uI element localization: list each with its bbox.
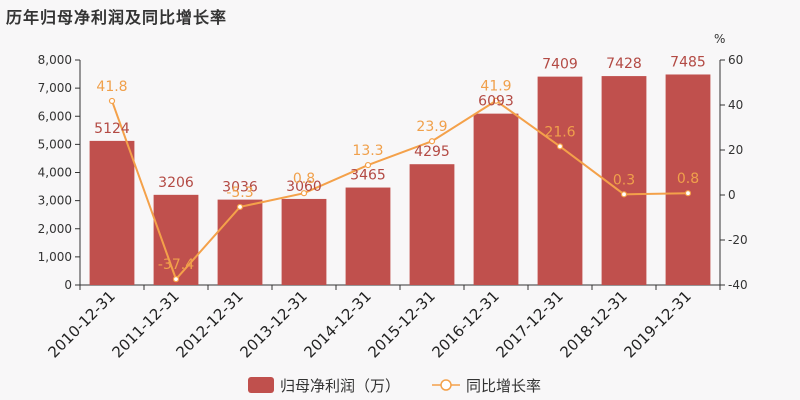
bar xyxy=(473,113,519,286)
bar xyxy=(281,198,327,285)
x-tick-label: 2012-12-31 xyxy=(172,287,246,361)
bar-value-label: 5124 xyxy=(94,121,130,137)
x-tick-label: 2018-12-31 xyxy=(556,287,630,361)
y-left-tick-label: 2,000 xyxy=(38,222,72,236)
legend-line-label: 同比增长率 xyxy=(466,377,541,395)
x-tick-label: 2017-12-31 xyxy=(492,287,566,361)
x-tick-label: 2011-12-31 xyxy=(108,287,182,361)
y-left-tick-label: 0 xyxy=(64,278,72,292)
bar-value-label: 7485 xyxy=(670,54,706,70)
bar-value-label: 6093 xyxy=(478,94,514,110)
x-tick-label: 2013-12-31 xyxy=(236,287,310,361)
bar-value-label: 7428 xyxy=(606,56,642,72)
legend-bar-label: 归母净利润（万） xyxy=(280,377,400,395)
bar-value-label: 3206 xyxy=(158,175,194,191)
x-tick-label: 2019-12-31 xyxy=(620,287,694,361)
y-right-tick-label: -20 xyxy=(728,233,748,247)
y-right-unit: % xyxy=(714,32,725,46)
growth-point xyxy=(108,97,116,105)
bar-value-label: 3060 xyxy=(286,179,322,195)
growth-point xyxy=(172,276,180,283)
growth-point xyxy=(236,203,244,211)
bar xyxy=(601,76,647,286)
x-tick-label: 2014-12-31 xyxy=(300,287,374,361)
growth-value-label: 13.3 xyxy=(352,143,383,159)
growth-point xyxy=(364,161,372,169)
bar xyxy=(89,140,135,285)
y-left-tick-label: 3,000 xyxy=(38,194,72,208)
bar-value-label: 3036 xyxy=(222,180,258,196)
bar xyxy=(345,187,391,285)
bar xyxy=(409,164,455,285)
growth-value-label: 21.6 xyxy=(544,124,575,140)
y-right-tick-label: 40 xyxy=(728,98,743,112)
bar-value-label: 4295 xyxy=(414,144,450,160)
growth-point xyxy=(684,190,692,197)
chart-title: 历年归母净利润及同比增长率 xyxy=(6,8,228,27)
growth-value-label: 41.9 xyxy=(480,79,511,95)
y-left-tick-label: 7,000 xyxy=(38,81,72,95)
growth-point xyxy=(428,138,436,145)
x-tick-label: 2016-12-31 xyxy=(428,287,502,361)
growth-point xyxy=(492,97,500,104)
y-left-tick-label: 5,000 xyxy=(38,137,72,151)
y-left-tick-label: 8,000 xyxy=(38,53,72,67)
bar xyxy=(665,74,711,285)
bar xyxy=(217,199,263,285)
growth-line xyxy=(111,99,689,282)
x-tick-label: 2010-12-31 xyxy=(44,287,118,361)
growth-value-label: 0.8 xyxy=(677,171,699,187)
bar-value-label: 7409 xyxy=(542,57,578,73)
growth-value-label: 0.8 xyxy=(293,171,315,187)
x-tick-label: 2015-12-31 xyxy=(364,287,438,361)
y-left-tick-label: 4,000 xyxy=(38,166,72,180)
y-left-tick-label: 1,000 xyxy=(38,250,72,264)
bar-value-label: 3465 xyxy=(350,168,386,184)
y-left-tick-label: 6,000 xyxy=(38,109,72,123)
y-right-tick-label: 0 xyxy=(728,188,736,202)
growth-value-label: 41.8 xyxy=(96,79,127,95)
legend-line-marker xyxy=(440,379,452,391)
y-right-tick-label: 20 xyxy=(728,143,743,157)
growth-point xyxy=(300,190,308,197)
y-right-tick-label: 60 xyxy=(728,53,743,67)
growth-value-label: 0.3 xyxy=(613,172,635,188)
growth-value-label: -37.4 xyxy=(158,257,194,273)
growth-value-label: -5.3 xyxy=(226,185,253,201)
legend-bar-swatch xyxy=(248,377,274,393)
growth-point xyxy=(620,191,628,198)
growth-value-label: 23.9 xyxy=(416,119,447,135)
y-right-tick-label: -40 xyxy=(728,278,748,292)
growth-point xyxy=(556,143,564,150)
bar xyxy=(537,76,583,285)
